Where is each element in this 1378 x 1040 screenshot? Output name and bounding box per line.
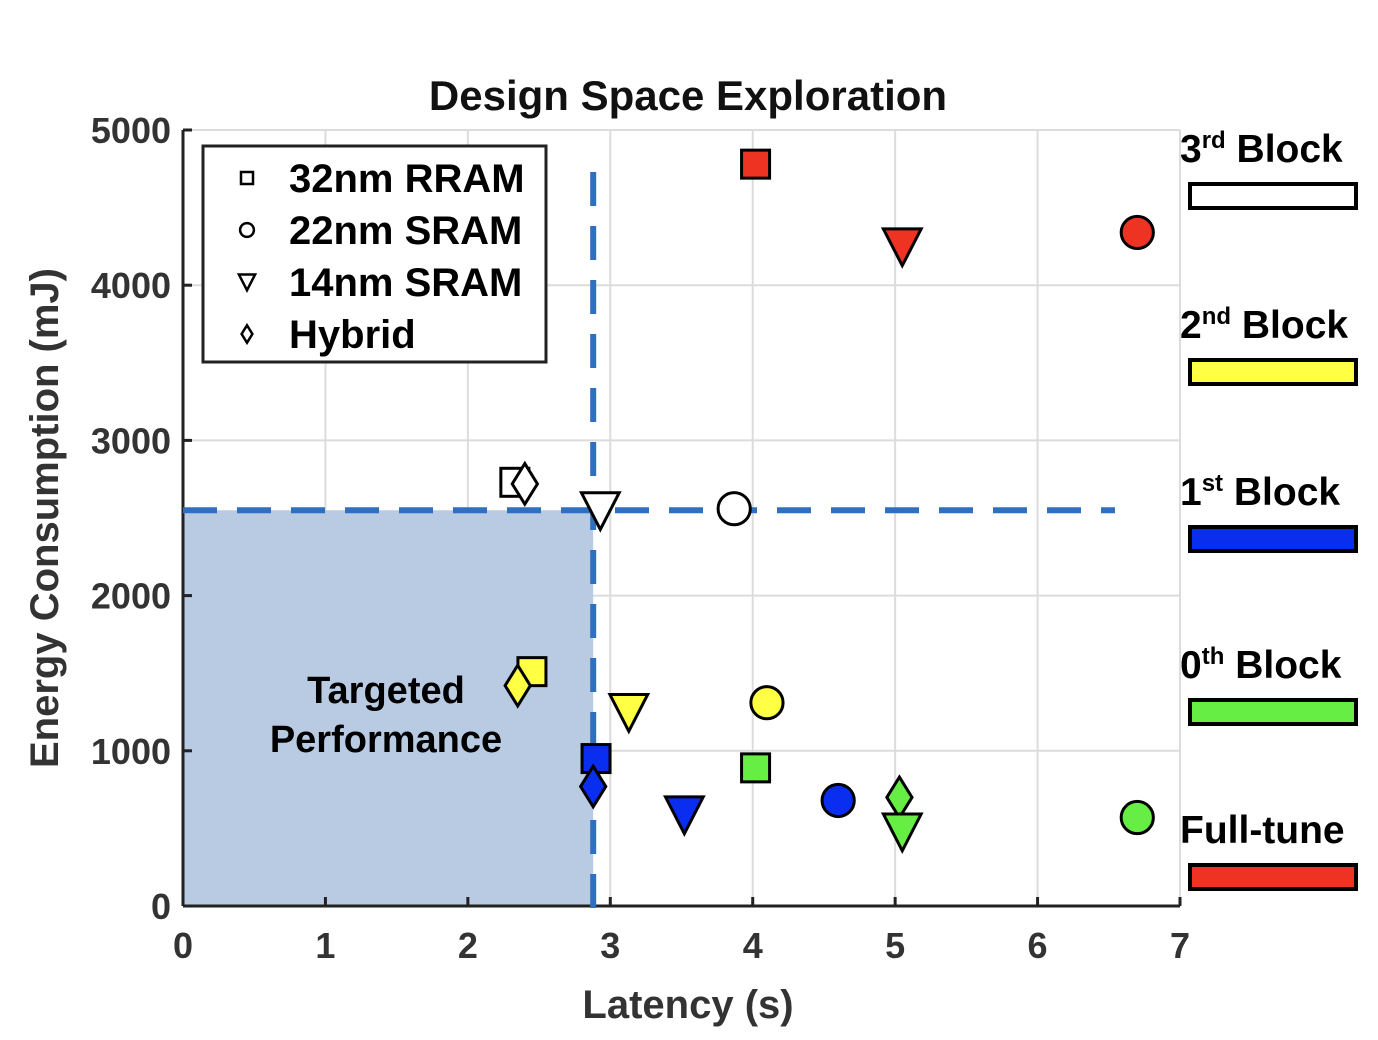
chart-title: Design Space Exploration — [429, 72, 947, 119]
data-point-full-circle — [1119, 214, 1155, 251]
block-label-third: 3rd Block — [1180, 127, 1343, 171]
legend-marker-diamond — [240, 322, 254, 346]
block-swatch-zeroth — [1188, 698, 1358, 726]
data-point-second-circle — [749, 685, 785, 721]
legend-box — [201, 144, 548, 364]
y-axis-label: Energy Consumption (mJ) — [23, 268, 67, 768]
target-annotation-line2: Performance — [270, 719, 502, 761]
legend-label: Hybrid — [289, 313, 416, 357]
y-tick-label: 2000 — [91, 576, 171, 617]
data-point-zeroth-diamond — [885, 774, 914, 821]
y-tick-label: 5000 — [91, 110, 171, 151]
data-point-second-diamond — [503, 662, 533, 709]
axes: 0 1 2 3 4 5 6 7 0 1000 2000 3000 4000 5000 — [91, 110, 1190, 966]
block-color-key: 3rd Block 2nd Block 1st Block 0th Block Full… — [1180, 127, 1358, 891]
block-swatch-second — [1188, 358, 1358, 386]
data-point-third-diamond — [510, 460, 540, 508]
x-tick-label: 6 — [1028, 925, 1048, 966]
data-point-full-triangle-down — [880, 227, 924, 269]
target-annotation-line1: Targeted — [307, 670, 465, 712]
block-label-second: 2nd Block — [1180, 303, 1348, 347]
data-point-zeroth-square — [740, 752, 772, 784]
legend-marker-triangle-down — [236, 273, 258, 293]
x-tick-label: 3 — [600, 925, 620, 966]
y-tick-label: 0 — [151, 886, 171, 927]
data-point-zeroth-triangle-down — [880, 812, 924, 855]
data-point-first-diamond — [578, 763, 608, 810]
legend-label: 14nm SRAM — [289, 261, 522, 305]
data-point-third-triangle-down — [578, 491, 622, 533]
x-tick-label: 5 — [885, 925, 905, 966]
x-tick-label: 0 — [173, 925, 193, 966]
block-label-full: Full-tune — [1180, 809, 1345, 852]
data-point-second-triangle-down — [607, 693, 651, 735]
data-point-full-square — [740, 148, 772, 180]
legend-label: 22nm SRAM — [289, 209, 522, 253]
block-label-first: 1st Block — [1180, 470, 1340, 514]
data-points — [499, 148, 1155, 855]
y-tick-label: 1000 — [91, 731, 171, 772]
x-tick-label: 2 — [458, 925, 478, 966]
block-swatch-third — [1188, 182, 1358, 210]
legend-marker-circle — [238, 221, 256, 239]
data-point-first-circle — [820, 782, 856, 819]
y-tick-label: 3000 — [91, 420, 171, 461]
x-tick-label: 7 — [1170, 925, 1190, 966]
x-axis-label: Latency (s) — [582, 983, 793, 1027]
block-swatch-full — [1188, 863, 1358, 891]
targeted-performance-region — [183, 510, 594, 906]
block-label-zeroth: 0th Block — [1180, 643, 1342, 687]
y-tick-label: 4000 — [91, 265, 171, 306]
legend-label: 32nm RRAM — [289, 157, 525, 201]
legend: 32nm RRAM 22nm SRAM 14nm SRAM Hybrid — [201, 144, 548, 364]
legend-marker-square — [239, 170, 255, 186]
data-point-first-triangle-down — [662, 795, 706, 837]
block-swatch-first — [1188, 525, 1358, 553]
data-point-third-circle — [716, 491, 752, 527]
x-tick-label: 4 — [743, 925, 763, 966]
data-point-zeroth-circle — [1119, 799, 1155, 836]
x-tick-label: 1 — [315, 925, 335, 966]
